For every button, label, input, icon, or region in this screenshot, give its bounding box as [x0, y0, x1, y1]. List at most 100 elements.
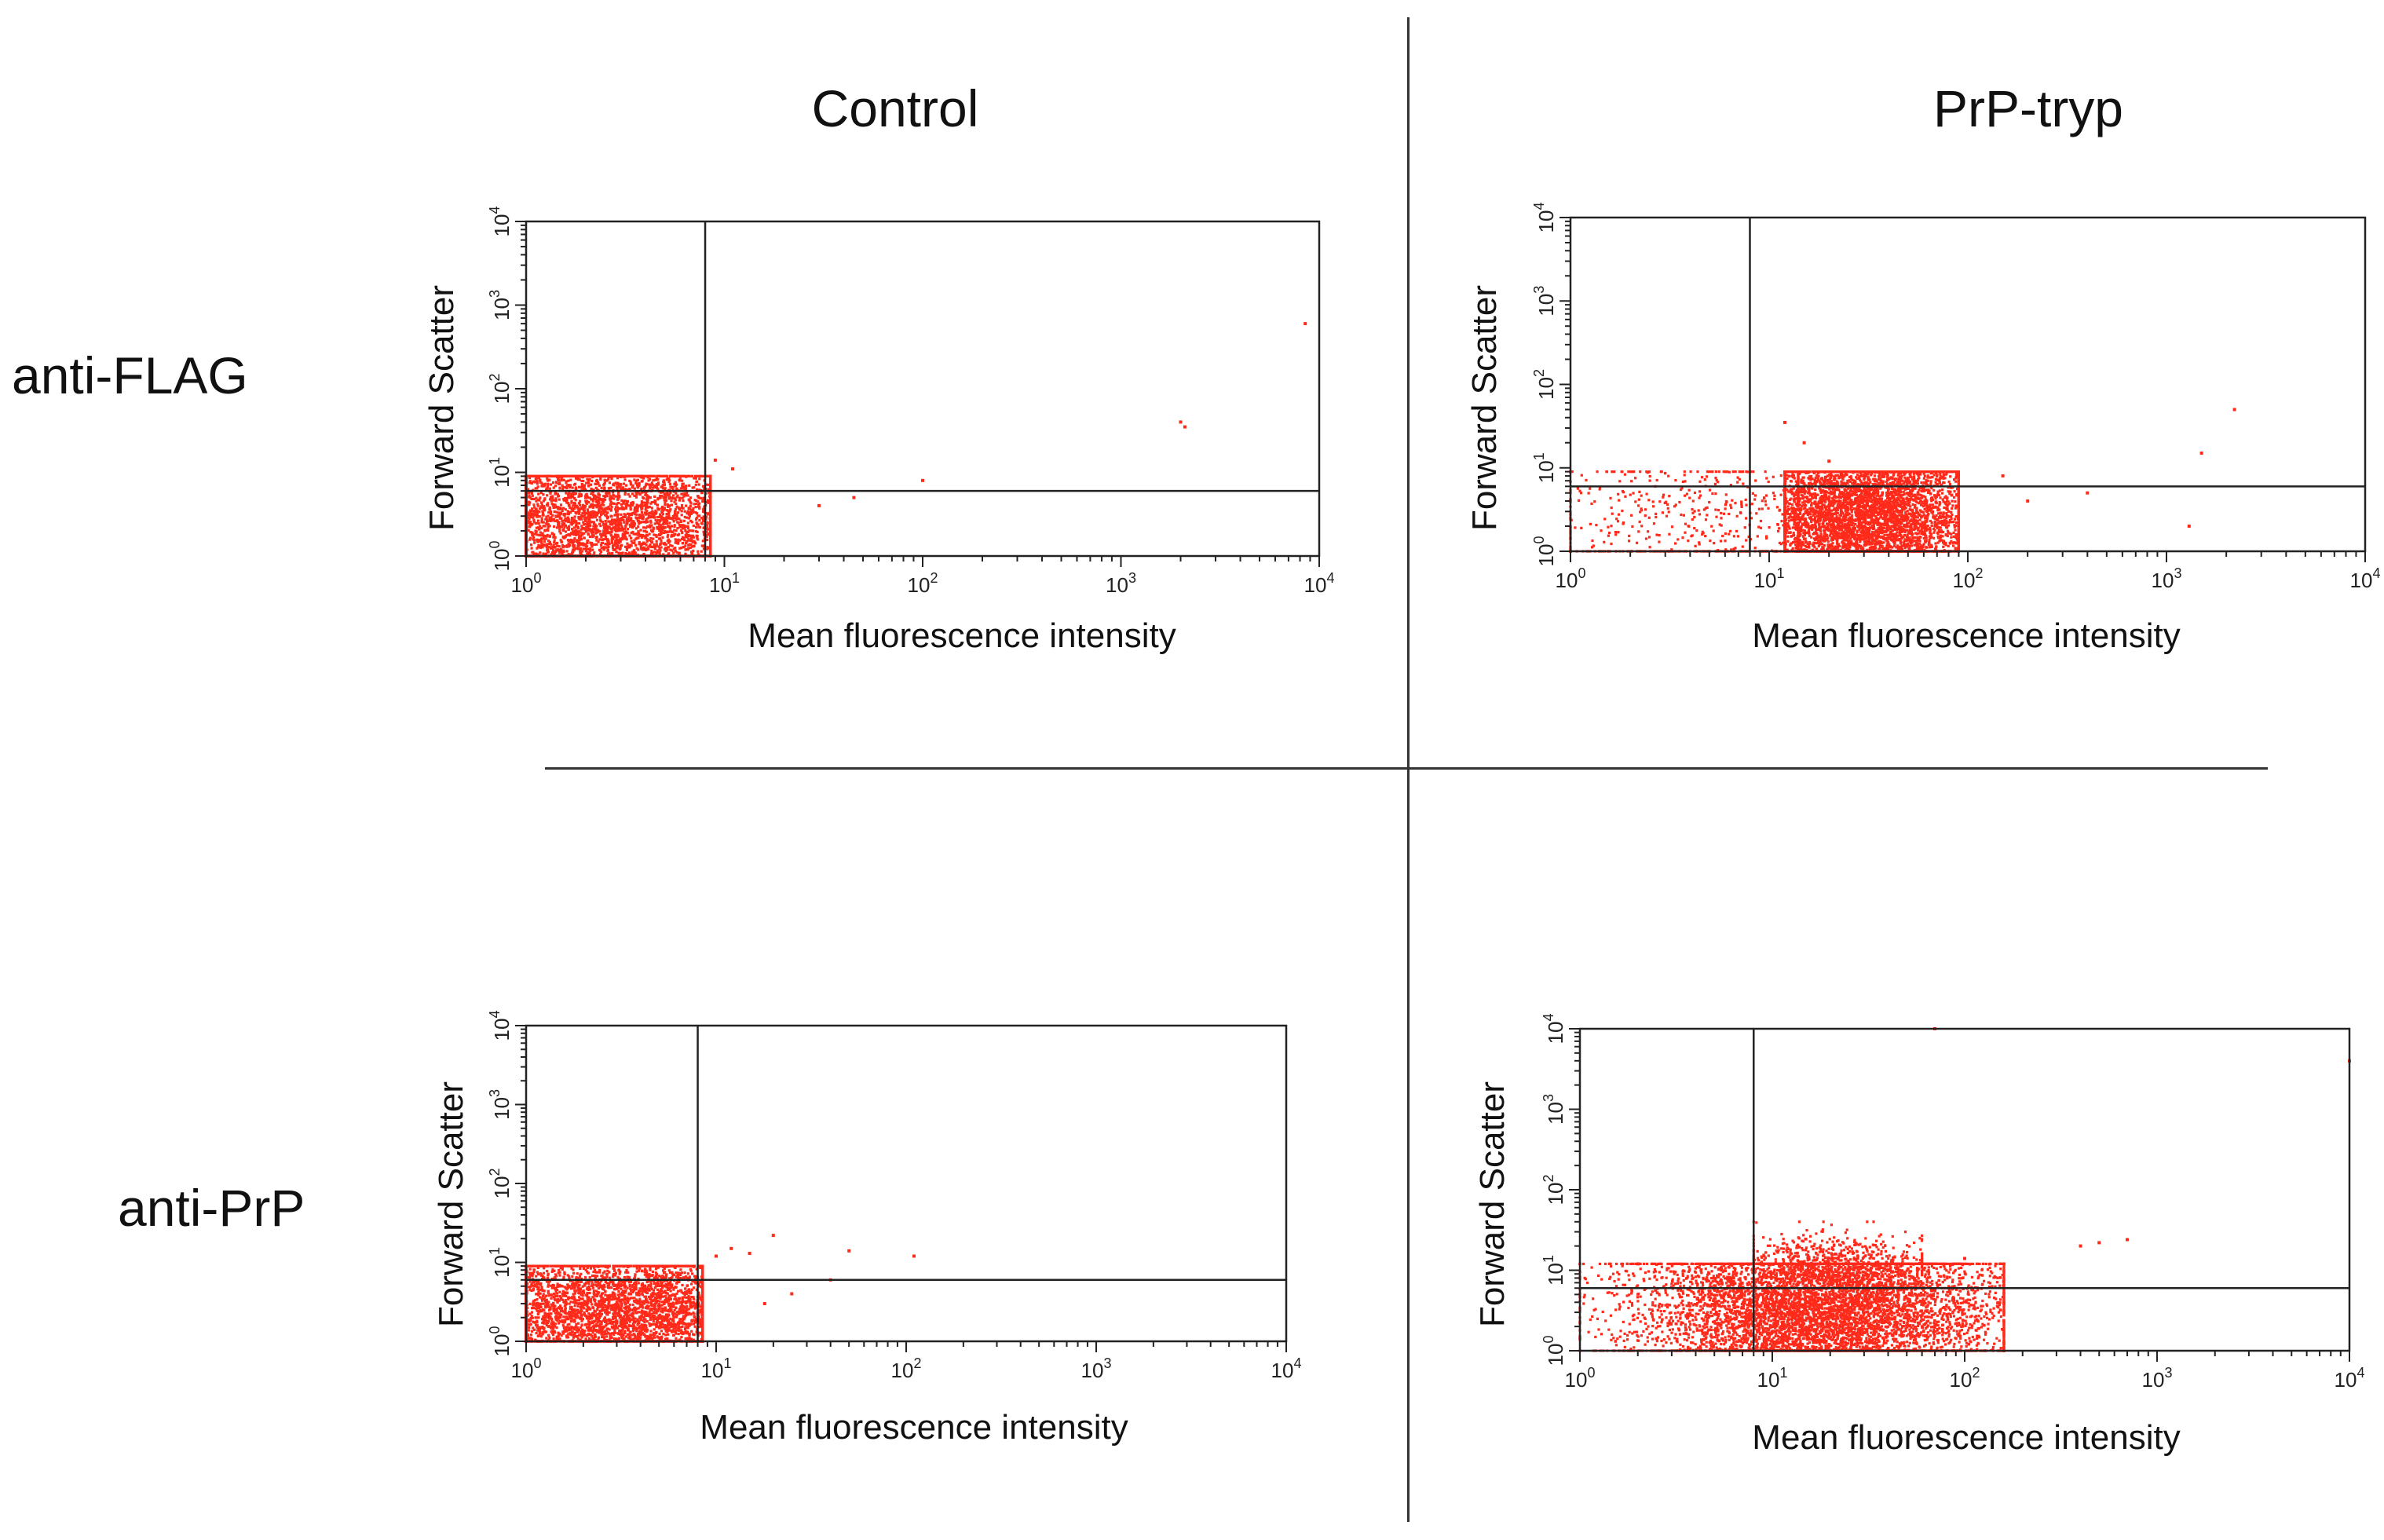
data-point	[543, 529, 546, 532]
data-point	[575, 554, 577, 557]
data-point	[551, 551, 554, 554]
data-point	[528, 475, 531, 477]
data-point	[578, 493, 580, 496]
data-point	[709, 532, 711, 535]
data-point	[597, 529, 599, 532]
data-point	[525, 532, 527, 535]
data-point	[547, 527, 550, 529]
data-point	[525, 548, 527, 551]
data-point	[649, 483, 652, 485]
data-point	[525, 508, 527, 510]
data-point	[709, 554, 711, 557]
data-point	[525, 545, 527, 547]
data-point	[650, 489, 653, 492]
data-point	[540, 502, 543, 504]
data-point	[537, 526, 539, 529]
data-point	[686, 492, 688, 494]
data-point	[525, 530, 527, 532]
data-point	[620, 552, 623, 554]
data-point	[685, 485, 687, 487]
data-point	[580, 554, 583, 556]
data-point	[624, 493, 627, 496]
data-point	[525, 500, 527, 503]
data-point	[573, 554, 576, 557]
data-point	[525, 477, 527, 480]
data-point	[709, 514, 711, 517]
data-point	[689, 520, 692, 522]
data-point	[525, 475, 527, 477]
data-point	[525, 554, 527, 557]
data-point	[709, 536, 711, 539]
data-point	[709, 515, 711, 518]
data-point	[585, 494, 587, 496]
data-point	[709, 491, 711, 493]
data-point	[666, 509, 668, 511]
data-point	[525, 486, 527, 488]
data-point	[525, 517, 527, 519]
data-point	[709, 506, 711, 508]
data-point	[525, 496, 527, 498]
data-point	[681, 531, 683, 533]
data-point	[709, 547, 711, 549]
data-point	[703, 554, 705, 557]
data-point	[572, 541, 574, 543]
data-point	[550, 500, 553, 503]
data-point	[525, 541, 527, 543]
data-point	[659, 534, 661, 536]
data-point	[562, 536, 565, 538]
data-point	[597, 475, 599, 477]
data-point	[529, 475, 532, 477]
data-point	[594, 532, 597, 535]
data-point	[587, 475, 589, 477]
data-point	[709, 554, 711, 556]
data-point	[633, 475, 635, 477]
data-point	[591, 516, 593, 518]
data-point	[671, 475, 673, 477]
data-point	[561, 554, 564, 557]
data-point	[705, 484, 708, 486]
data-point	[709, 503, 711, 505]
data-point	[525, 475, 527, 477]
data-point	[709, 548, 711, 551]
data-point	[525, 475, 527, 477]
data-point	[525, 523, 527, 525]
data-point	[709, 475, 711, 477]
data-point	[709, 525, 711, 527]
data-point	[525, 498, 527, 500]
data-point	[591, 476, 594, 478]
data-point	[596, 475, 598, 477]
data-point	[709, 497, 711, 499]
data-point	[644, 530, 646, 532]
data-point	[643, 548, 645, 551]
data-point	[525, 543, 527, 545]
data-point	[549, 542, 551, 544]
data-point	[709, 475, 711, 477]
data-point	[620, 554, 622, 557]
data-point	[525, 504, 527, 507]
data-point	[525, 541, 527, 543]
data-point	[525, 510, 527, 513]
data-point	[648, 516, 650, 518]
data-point	[573, 475, 576, 477]
data-point	[537, 520, 539, 522]
data-point	[668, 493, 671, 496]
data-point	[610, 554, 612, 557]
data-point	[525, 524, 527, 526]
data-point	[709, 499, 711, 502]
data-point	[580, 475, 582, 477]
data-point	[565, 475, 568, 477]
data-point	[525, 525, 527, 528]
data-point	[650, 554, 653, 557]
data-point	[709, 499, 711, 502]
data-point	[709, 546, 711, 548]
data-point	[625, 504, 627, 507]
data-point	[687, 494, 689, 496]
data-point	[709, 500, 711, 503]
data-point	[686, 517, 688, 519]
data-point	[550, 543, 552, 546]
data-point	[601, 554, 604, 557]
data-point	[562, 475, 565, 477]
data-point	[709, 475, 711, 477]
data-point	[646, 554, 649, 557]
data-point	[525, 520, 527, 522]
